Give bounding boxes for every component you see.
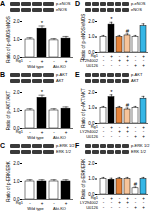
svg-text:++-: ++- — [126, 54, 129, 68]
svg-text:*: * — [110, 16, 113, 22]
svg-text:2.0: 2.0 — [88, 161, 95, 166]
svg-text:1.0: 1.0 — [88, 176, 95, 181]
svg-text:-+-: -+- — [118, 125, 121, 139]
html-text:F: F — [75, 142, 80, 149]
html-text:C: C — [0, 142, 6, 149]
svg-text:1.0: 1.0 — [88, 105, 95, 110]
svg-text:-+-: -+- — [118, 196, 121, 210]
svg-text:2.0: 2.0 — [88, 19, 95, 24]
svg-text:*: * — [41, 20, 44, 26]
svg-text:2.0: 2.0 — [13, 19, 20, 24]
svg-text:Ratio of p-ERK/ERK: Ratio of p-ERK/ERK — [6, 161, 11, 202]
html-text:LY294002: LY294002 — [80, 58, 98, 63]
html-text:Akt-KO: Akt-KO — [53, 205, 66, 211]
svg-text:0.0: 0.0 — [13, 196, 20, 202]
html-text:p-AKT: p-AKT — [131, 71, 143, 77]
svg-text:Ratio of p-AKT/AKT: Ratio of p-AKT/AKT — [6, 90, 11, 130]
svg-text:-: - — [29, 59, 31, 64]
html-text:Rg1: Rg1 — [15, 129, 23, 134]
svg-text:Ratio of p-ERK/ERK: Ratio of p-ERK/ERK — [81, 159, 86, 200]
svg-text:Ratio of p-AKT/AKT: Ratio of p-AKT/AKT — [81, 88, 86, 128]
svg-text:++-: ++- — [126, 125, 129, 139]
html-text:U0126: U0126 — [86, 205, 98, 210]
svg-text:-: - — [53, 201, 55, 206]
svg-text:+: + — [41, 130, 44, 135]
html-text:eNOS: eNOS — [131, 6, 142, 12]
html-text:eNOS: eNOS — [56, 6, 67, 12]
svg-text:*: * — [110, 89, 113, 95]
svg-text:#: # — [134, 181, 138, 187]
svg-text:0.0: 0.0 — [88, 120, 95, 126]
svg-text:#: # — [126, 28, 130, 34]
html-text:ERK 1/2: ERK 1/2 — [56, 148, 71, 154]
svg-text:+: + — [41, 59, 44, 64]
svg-text:+: + — [41, 201, 44, 206]
svg-text:2.0: 2.0 — [13, 90, 20, 95]
svg-text:-: - — [53, 130, 55, 135]
html-text:Wild type: Wild type — [27, 134, 44, 140]
svg-text:---: --- — [103, 125, 105, 139]
html-text:Rg1: Rg1 — [90, 53, 98, 58]
svg-text:-: - — [29, 201, 31, 206]
svg-text:--+: --+ — [134, 54, 137, 68]
svg-text:2.0: 2.0 — [13, 161, 20, 166]
svg-text:1.0: 1.0 — [13, 108, 20, 113]
html-text:ERK 1/2: ERK 1/2 — [131, 148, 146, 154]
svg-text:+: + — [65, 130, 68, 135]
svg-text:0.0: 0.0 — [13, 54, 20, 60]
html-text:Rg1: Rg1 — [15, 58, 23, 63]
svg-text:1.0: 1.0 — [13, 179, 20, 184]
html-text:Rg1: Rg1 — [15, 200, 23, 205]
svg-text:+--: +-- — [110, 125, 113, 139]
html-text:Akt-KO: Akt-KO — [53, 63, 66, 69]
svg-text:0.0: 0.0 — [88, 49, 95, 55]
html-text:Wild type: Wild type — [27, 63, 44, 69]
html-text:U0126: U0126 — [86, 63, 98, 68]
html-text:A: A — [0, 0, 6, 7]
svg-text:-: - — [29, 130, 31, 135]
svg-text:-: - — [53, 59, 55, 64]
html-text:U0126: U0126 — [86, 134, 98, 139]
svg-text:0.0: 0.0 — [88, 191, 95, 197]
html-text:Rg1: Rg1 — [90, 124, 98, 129]
html-text:LY294002: LY294002 — [80, 200, 98, 205]
svg-text:---: --- — [103, 196, 105, 210]
html-text:AKT: AKT — [131, 77, 139, 83]
svg-text:+: + — [65, 59, 68, 64]
svg-text:+-+: +-+ — [142, 125, 145, 139]
svg-text:+: + — [65, 201, 68, 206]
svg-text:-+-: -+- — [118, 54, 121, 68]
html-text:p-ERK 1/2: p-ERK 1/2 — [131, 142, 150, 148]
html-text:D: D — [75, 0, 81, 7]
svg-text:---: --- — [103, 54, 105, 68]
svg-text:++-: ++- — [126, 196, 129, 210]
html-text:p-eNOS: p-eNOS — [131, 0, 146, 6]
svg-text:+--: +-- — [110, 196, 113, 210]
html-text:Akt-KO: Akt-KO — [53, 134, 66, 140]
html-text:Rg1: Rg1 — [90, 195, 98, 200]
svg-text:+--: +-- — [110, 54, 113, 68]
svg-text:*: * — [41, 89, 44, 95]
svg-text:+-+: +-+ — [142, 54, 145, 68]
html-text:p-ERK 1/2: p-ERK 1/2 — [56, 142, 75, 148]
html-text:LY294002: LY294002 — [80, 129, 98, 134]
svg-text:+-+: +-+ — [142, 196, 145, 210]
html-text:E: E — [75, 71, 80, 78]
svg-text:1.0: 1.0 — [13, 37, 20, 42]
svg-text:Ratio of p-eNOS/eNOS: Ratio of p-eNOS/eNOS — [6, 16, 11, 63]
svg-text:#: # — [126, 102, 130, 108]
html-text:AKT: AKT — [56, 77, 64, 83]
html-text:Wild type: Wild type — [27, 205, 44, 211]
html-text:p-AKT: p-AKT — [56, 71, 68, 77]
html-text:p-eNOS: p-eNOS — [56, 0, 71, 6]
svg-text:1.0: 1.0 — [88, 34, 95, 39]
svg-text:0.0: 0.0 — [13, 125, 20, 131]
svg-text:--+: --+ — [134, 196, 137, 210]
svg-text:Ratio of p-eNOS/eNOS: Ratio of p-eNOS/eNOS — [81, 14, 86, 61]
html-text:B: B — [0, 71, 6, 78]
svg-text:2.0: 2.0 — [88, 90, 95, 95]
svg-text:--+: --+ — [134, 125, 137, 139]
